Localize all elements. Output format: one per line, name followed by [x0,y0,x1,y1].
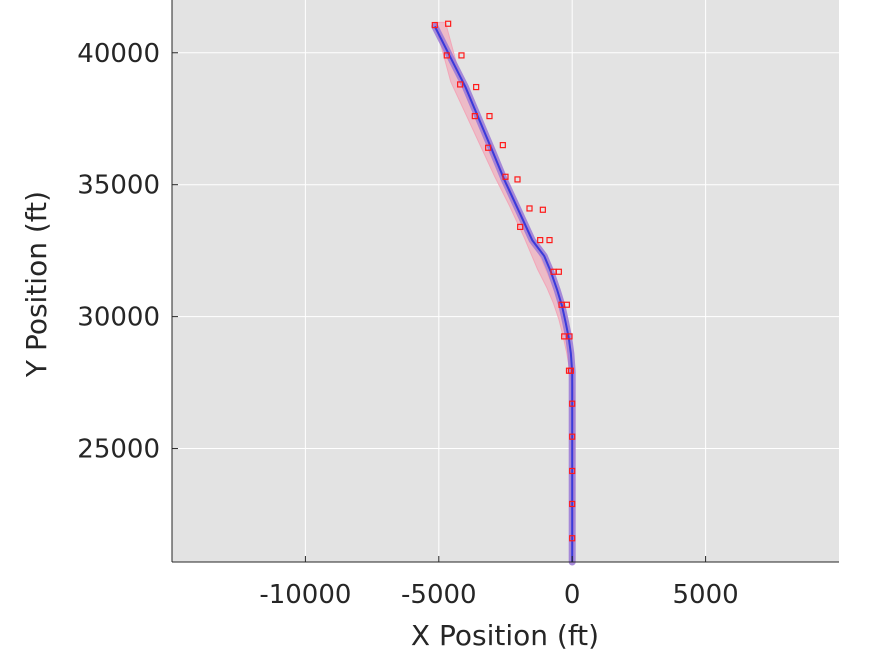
trajectory-marker [550,268,557,275]
y-tick-label: 35000 [77,171,160,201]
x-tick-label: 5000 [673,580,739,610]
trajectory-marker [537,237,544,244]
trajectory-marker [443,52,450,59]
trajectory-marker [569,433,576,440]
trajectory-marker [517,223,524,231]
trajectory-marker [458,52,465,59]
trajectory-marker [569,467,576,475]
trajectory-path-line [433,25,574,562]
trajectory-marker [569,535,576,542]
trajectory-marker [558,301,565,308]
trajectory-marker [526,205,533,212]
trajectory-marker [473,83,480,91]
y-tick-label: 25000 [77,435,160,465]
y-axis-label: Y Position (ft) [20,191,53,378]
trajectory-marker [431,21,438,29]
axes [171,0,839,563]
trajectory-marker [514,176,521,183]
x-tick-label: -5000 [401,580,477,610]
y-tick-labels: 25000 30000 35000 40000 [77,39,160,465]
trajectory-marker [546,237,553,244]
trajectory-marker [486,112,493,120]
trajectory-marker [471,112,478,120]
trajectory-marker [539,206,546,213]
x-tick-labels: -10000 -5000 0 5000 [259,580,738,610]
y-tick-label: 30000 [77,303,160,333]
x-axis-label: X Position (ft) [411,619,599,652]
trajectory-marker [569,400,576,407]
plot-background [172,0,839,562]
trajectory-marker [567,367,574,374]
x-tick-label: -10000 [259,580,351,610]
trajectory-markers [431,20,576,542]
trajectory-marker [569,500,576,508]
trajectory-marker [445,20,452,27]
trajectory-marker [457,81,464,88]
trajectory-marker [502,173,509,180]
trajectory-path [431,22,576,566]
x-tick-label: 0 [564,580,581,610]
trajectory-marker [485,144,492,151]
y-tick-label: 40000 [77,39,160,69]
trajectory-marker [499,142,506,149]
trajectory-marker [561,333,568,340]
